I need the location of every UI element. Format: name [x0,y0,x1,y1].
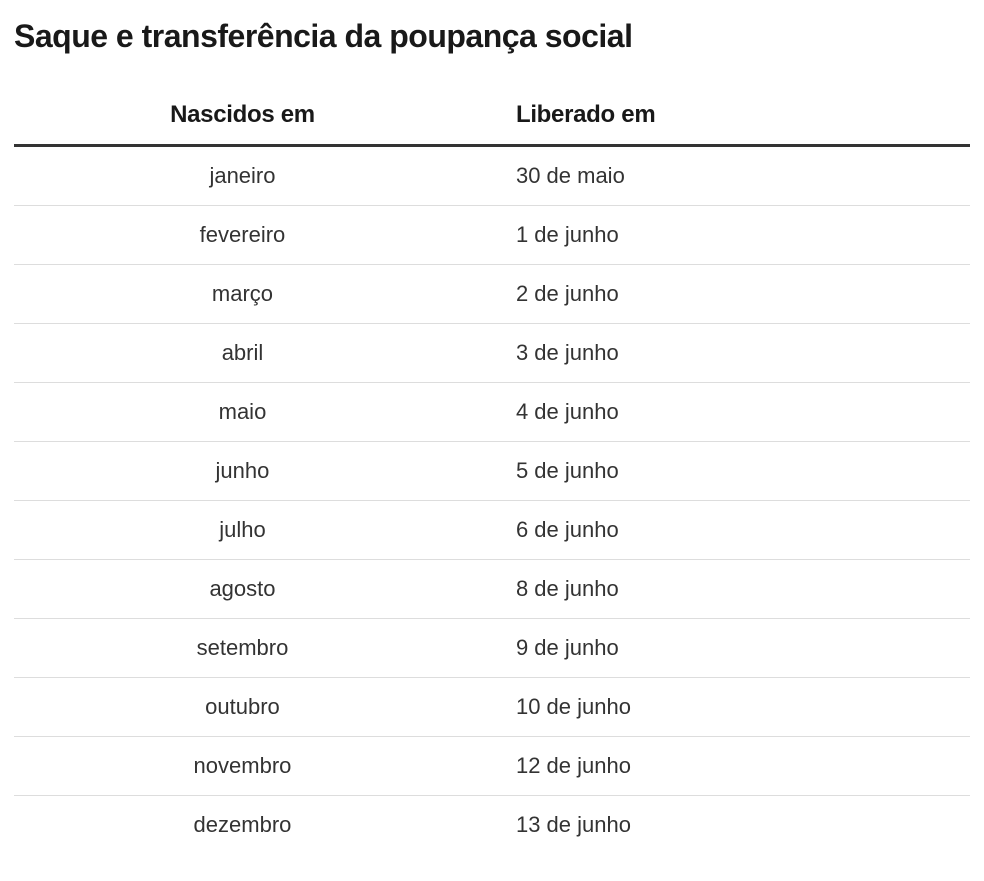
table-row: fevereiro 1 de junho [14,205,970,265]
cell-release-date: 9 de junho [470,618,970,678]
column-header-birth-month: Nascidos em [14,102,471,147]
page-title: Saque e transferência da poupança social [14,18,633,54]
table-row: novembro 12 de junho [14,736,970,796]
table-row: abril 3 de junho [14,323,970,383]
table-head: Nascidos em Liberado em [14,102,970,147]
cell-release-date: 8 de junho [470,559,970,619]
cell-release-date: 3 de junho [470,323,970,383]
cell-release-date: 6 de junho [470,500,970,560]
table-widget: Saque e transferência da poupança social… [0,14,984,854]
cell-birth-month: junho [14,441,471,501]
column-header-release-date: Liberado em [470,102,970,147]
cell-birth-month: novembro [14,736,471,796]
table-row: junho 5 de junho [14,441,970,501]
cell-release-date: 4 de junho [470,382,970,442]
cell-release-date: 2 de junho [470,264,970,324]
table-row: julho 6 de junho [14,500,970,560]
table-row: outubro 10 de junho [14,677,970,737]
table-row: março 2 de junho [14,264,970,324]
cell-release-date: 5 de junho [470,441,970,501]
cell-birth-month: abril [14,323,471,383]
cell-birth-month: dezembro [193,812,292,837]
cell-birth-month: setembro [14,618,471,678]
cell-birth-month: fevereiro [14,205,471,265]
table-row: dezembro 13 de junho [14,796,970,855]
cell-birth-month: julho [14,500,471,560]
cell-release-date: 13 de junho [515,812,631,837]
cell-release-date: 30 de maio [470,145,970,206]
table-row: agosto 8 de junho [14,559,970,619]
table-row: janeiro 30 de maio [14,145,970,206]
table-row: setembro 9 de junho [14,618,970,678]
cell-birth-month: janeiro [14,145,471,206]
cell-birth-month: março [14,264,471,324]
header-row: Nascidos em Liberado em [14,102,970,147]
cell-release-date: 10 de junho [470,677,970,737]
cell-birth-month: agosto [14,559,471,619]
cell-release-date: 1 de junho [470,205,970,265]
cell-birth-month: outubro [14,677,471,737]
cell-release-date: 12 de junho [470,736,970,796]
table-row: maio 4 de junho [14,382,970,442]
payout-table: Nascidos em Liberado em janeiro 30 de mai… [14,102,970,854]
table-body: janeiro 30 de maio fevereiro 1 de junho març… [14,145,970,855]
cell-birth-month: maio [14,382,471,442]
